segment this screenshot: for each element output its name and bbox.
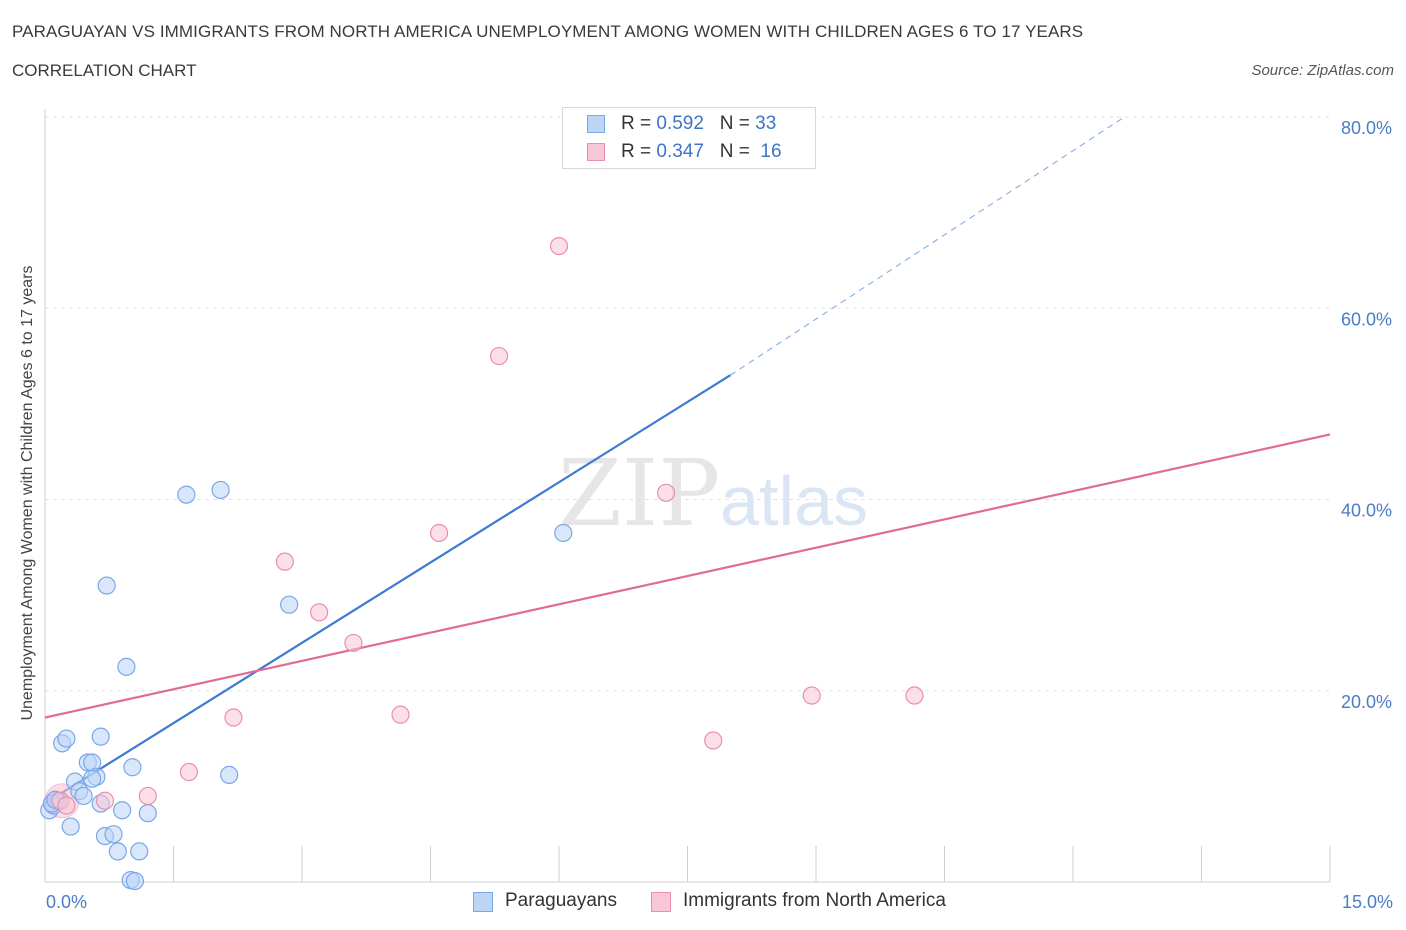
axes [44,109,1331,883]
point-immigrants-6 [275,552,294,571]
legend-label-immigrants: Immigrants from North America [683,890,946,911]
point-immigrants-9 [391,705,410,724]
immigrants-swatch [587,143,605,161]
chart-subtitle: CORRELATION CHART [12,61,197,80]
y-tick-label-60: 60.0% [1341,309,1392,329]
immigrants-r-value: 0.347 [656,141,704,162]
trend-line-paraguayans-extension [730,116,1125,376]
gridlines [45,116,1330,692]
point-immigrants-16 [905,686,924,705]
point-immigrants-5 [224,708,243,727]
point-paraguayans-22 [125,871,145,891]
point-paraguayans-19 [112,801,132,820]
point-paraguayans-27 [211,480,230,500]
y-tick-label-80: 80.0% [1341,118,1392,138]
point-paraguayans-8 [74,786,93,806]
point-immigrants-12 [549,236,569,256]
paraguayans-swatch [587,115,605,133]
tick-labels: 0.0% 15.0% 20.0% 40.0% 60.0% 80.0% [46,118,1393,912]
y-tick-label-40: 40.0% [1341,501,1392,521]
point-immigrants-3 [138,786,157,806]
chart-source: Source: ZipAtlas.com [1251,62,1394,79]
point-immigrants-4 [179,762,199,782]
immigrants-stats: R = 0.347 N = 16 [621,141,782,162]
point-immigrants-8 [344,633,363,653]
trend-lines [44,116,1331,802]
watermark: ZIPatlas [558,440,868,547]
x-tick-label-max: 15.0% [1342,892,1393,912]
watermark-atlas: atlas [720,462,869,540]
point-paraguayans-24 [130,842,149,861]
point-immigrants-7 [310,603,329,622]
x-tick-label-min: 0.0% [46,892,87,912]
point-paraguayans-23 [123,758,142,777]
legend-label-paraguayans: Paraguayans [505,890,617,911]
point-paraguayans-5 [61,817,80,836]
paraguayans-r-value: 0.592 [656,113,704,134]
point-paraguayans-15 [91,727,110,746]
point-paraguayans-25 [138,804,157,823]
point-immigrants-14 [704,731,723,750]
point-paraguayans-18 [108,842,127,861]
trend-line-immigrants [44,433,1331,719]
point-paraguayans-28 [220,765,239,785]
point-paraguayans-12 [83,769,102,788]
point-immigrants-1 [57,796,76,815]
y-tick-label-20: 20.0% [1341,692,1392,712]
point-paraguayans-20 [117,657,136,676]
point-immigrants-2 [95,791,115,810]
point-paraguayans-17 [104,825,123,844]
point-immigrants-15 [802,686,821,705]
legend-swatch-paraguayans [473,892,493,912]
point-immigrants-10 [429,523,449,543]
point-paraguayans-16 [97,576,116,595]
point-paraguayans-30 [554,523,573,543]
legend-swatch-immigrants [651,892,671,912]
watermark-zip: ZIP [558,440,721,547]
point-paraguayans-29 [280,595,299,614]
paraguayans-stats: R = 0.592 N = 33 [621,113,777,134]
data-points [40,236,924,891]
point-paraguayans-4 [57,729,76,748]
chart-title: PARAGUAYAN VS IMMIGRANTS FROM NORTH AMER… [12,22,1084,41]
stats-legend: R = 0.592 N = 33 R = 0.347 N = 16 [562,107,816,169]
point-immigrants-11 [489,346,509,366]
immigrants-n-value: 16 [760,141,782,162]
point-immigrants-13 [656,483,676,502]
paraguayans-n-value: 33 [755,113,777,134]
trend-line-paraguayans [48,374,731,802]
point-paraguayans-26 [177,485,196,504]
